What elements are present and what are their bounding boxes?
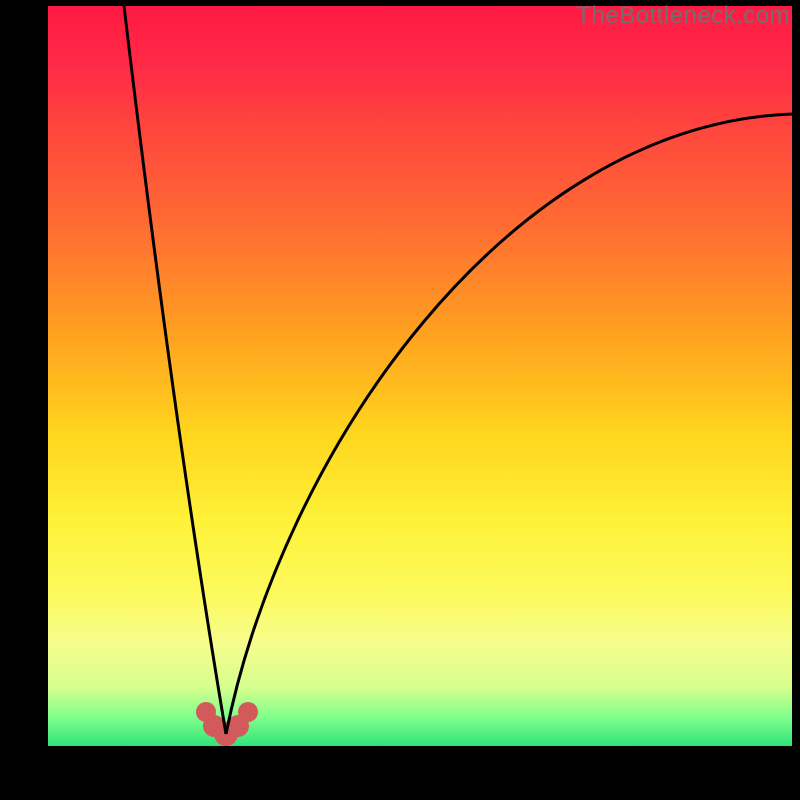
plot-area (48, 6, 792, 746)
dip-marker (238, 702, 258, 722)
watermark-label: TheBottleneck.com (576, 2, 790, 30)
plot-svg (48, 6, 792, 746)
chart-stage: TheBottleneck.com (0, 0, 800, 800)
gradient-background (48, 6, 792, 746)
